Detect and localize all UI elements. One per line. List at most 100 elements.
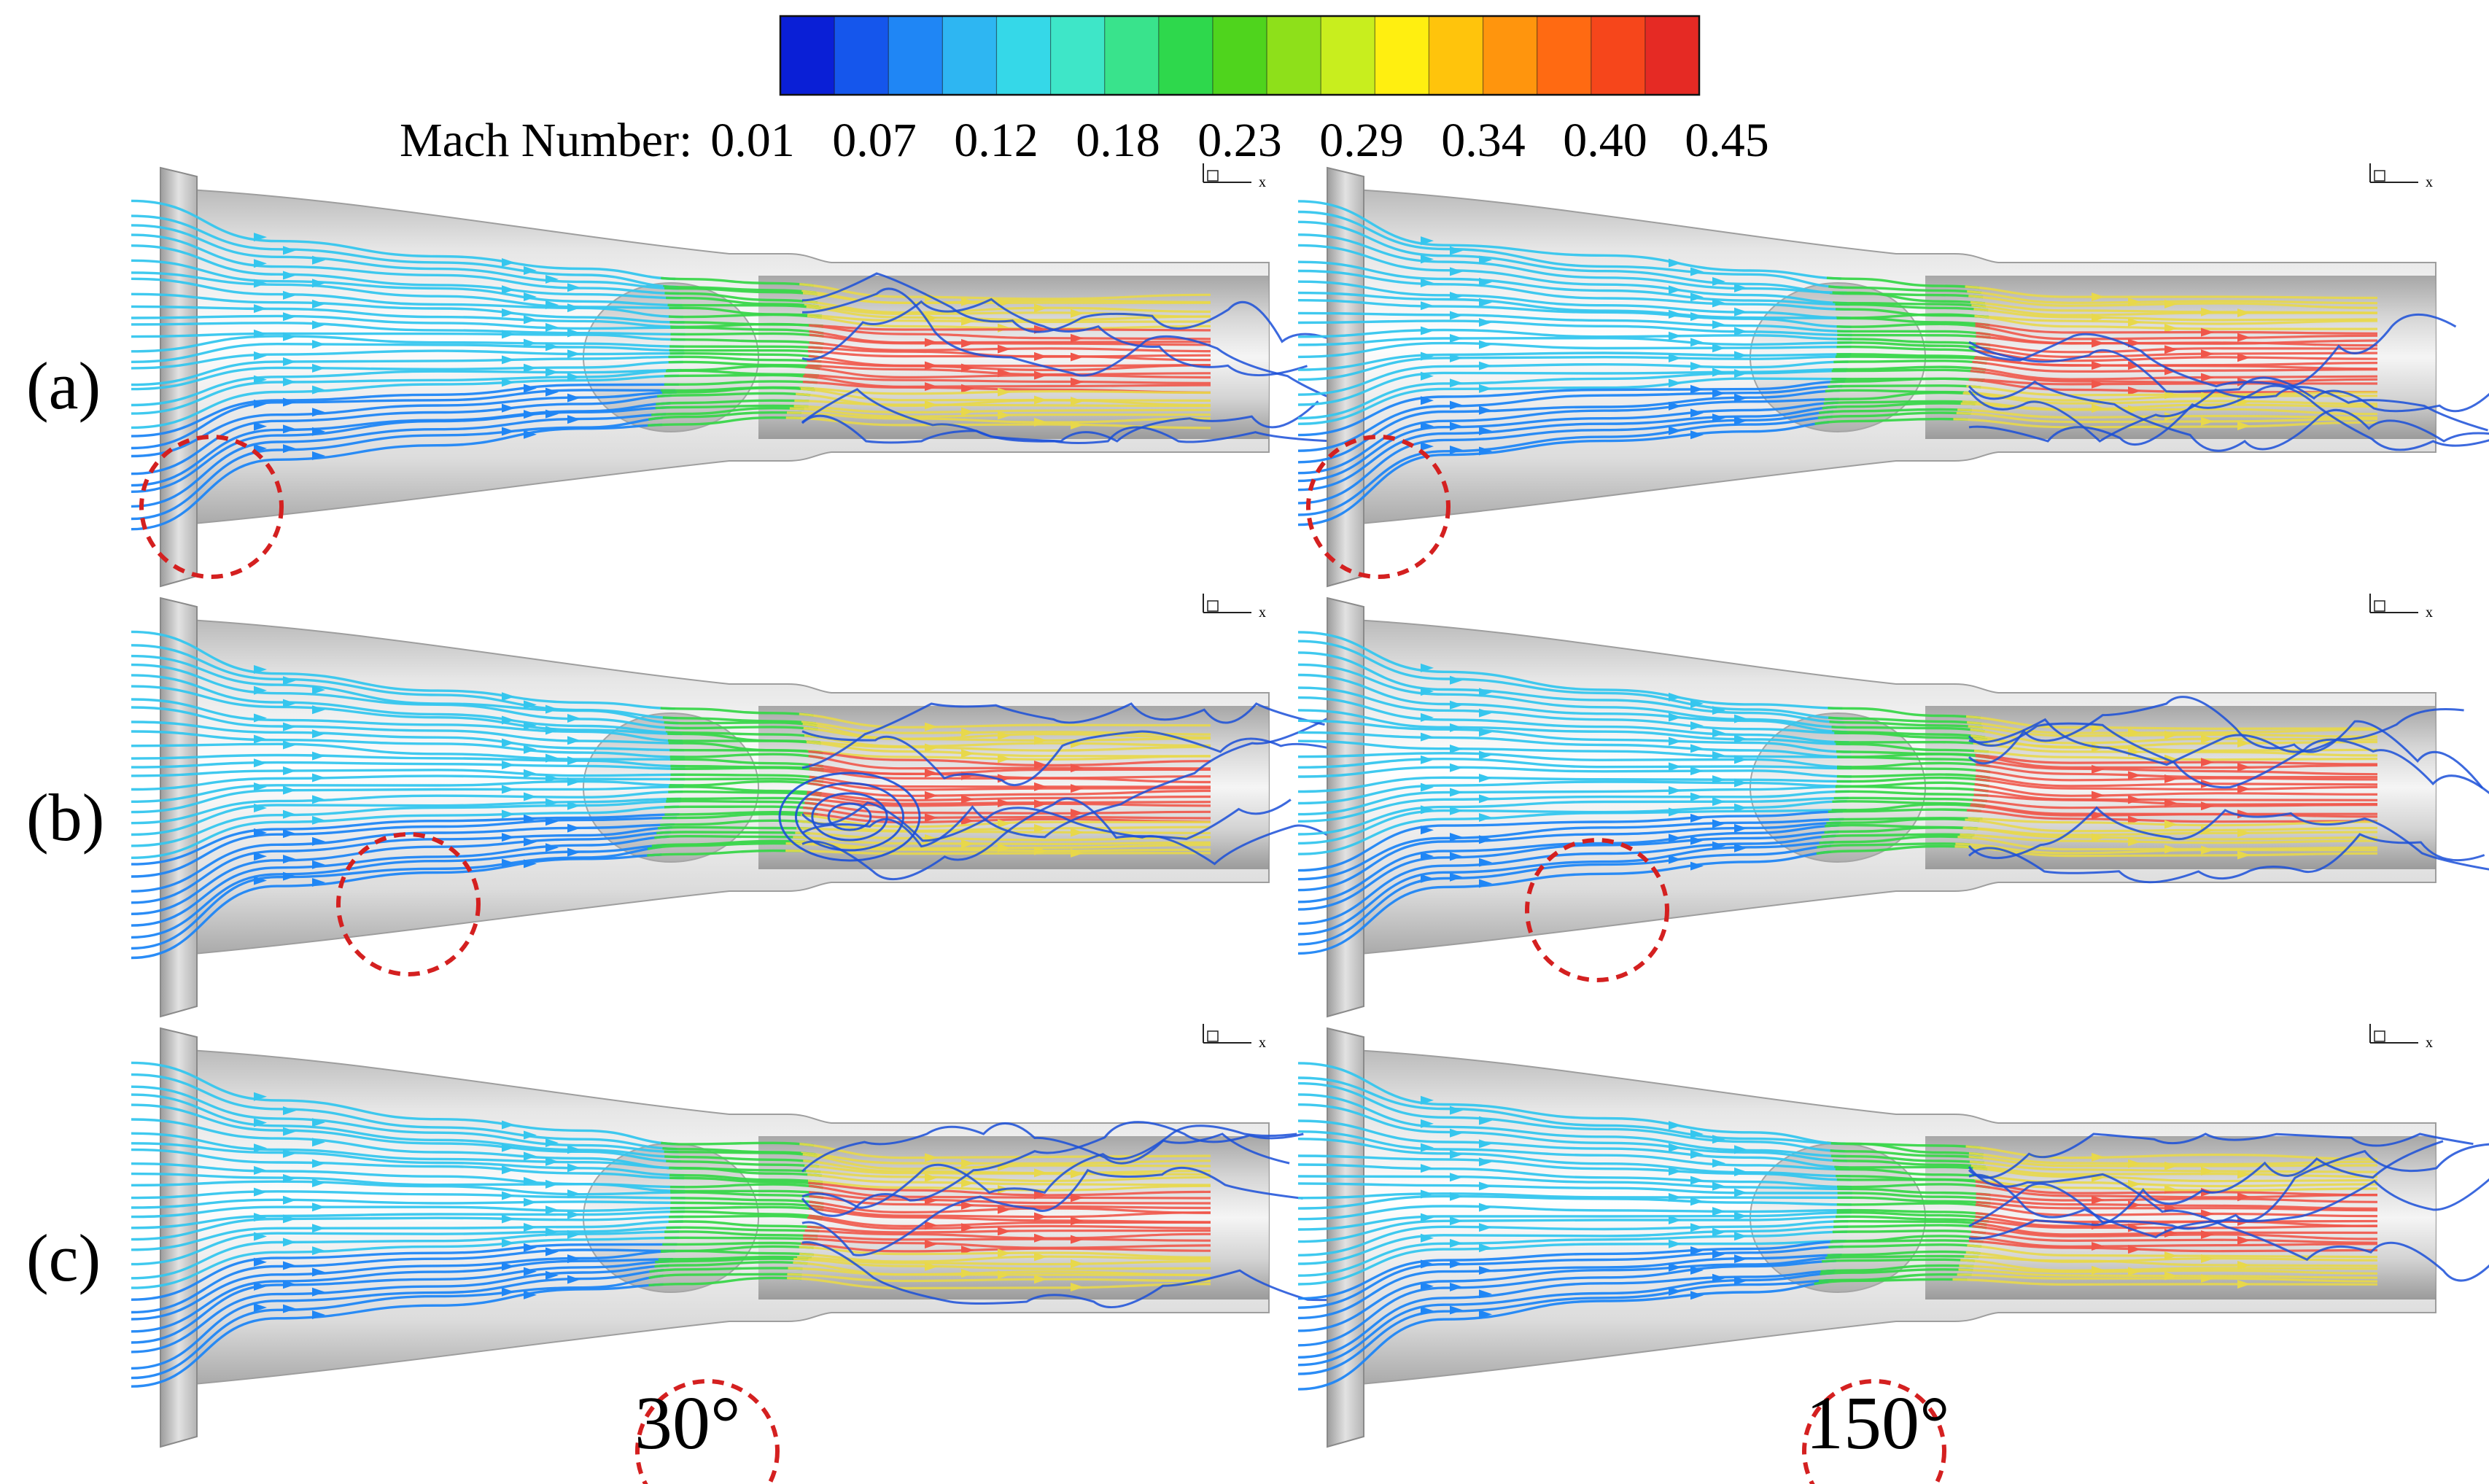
flow-arrow — [1450, 1150, 1463, 1159]
streamline — [131, 1226, 1211, 1266]
flow-arrow — [1479, 1266, 1492, 1275]
streamline — [131, 349, 1211, 370]
flow-arrow — [1479, 255, 1492, 265]
flow-arrow — [524, 315, 537, 325]
flow-arrow — [2128, 771, 2141, 780]
flow-arrow — [1450, 1238, 1463, 1248]
flow-arrow — [1421, 371, 1434, 381]
axis-x-label: x — [1259, 605, 1266, 621]
streamline — [1297, 1264, 2378, 1359]
streamline — [1297, 842, 2378, 946]
flow-arrow — [1712, 797, 1725, 807]
flow-arrow — [1690, 384, 1704, 394]
flow-arrow — [567, 415, 580, 424]
flow-arrow — [312, 795, 325, 804]
flow-arrow — [524, 384, 537, 393]
streamline — [131, 199, 1211, 300]
streamline — [1297, 835, 2378, 936]
flow-arrow — [1421, 1095, 1434, 1105]
flow-arrow — [502, 403, 515, 413]
flow-arrow — [1690, 813, 1704, 823]
colorbar-swatch — [834, 16, 889, 95]
flow-arrow — [1712, 819, 1725, 828]
flow-arrow — [1450, 378, 1463, 388]
flow-arrow — [545, 1205, 559, 1215]
flow-arrow — [567, 283, 580, 292]
flow-arrow — [283, 1106, 296, 1116]
flow-arrow — [502, 1214, 515, 1224]
flow-arrow — [1450, 745, 1463, 754]
flow-arrow — [1034, 1212, 1047, 1221]
flow-arrow — [502, 1165, 515, 1175]
streamline — [131, 1245, 1211, 1314]
streamline — [131, 1142, 1211, 1192]
recirculation-streamline — [1968, 696, 2483, 789]
flow-arrow — [961, 1159, 974, 1168]
flow-arrow — [1669, 834, 1682, 843]
colorbar-tick-label: 0.29 — [1319, 114, 1404, 167]
flow-arrow — [1071, 377, 1084, 386]
flow-arrow — [502, 427, 515, 436]
inlet-flange — [160, 1027, 198, 1448]
flow-arrow — [312, 255, 325, 265]
panel-c-150: x — [1297, 1024, 2489, 1484]
flow-arrow — [254, 304, 267, 314]
flow-arrow — [545, 817, 559, 826]
colorbar-tick-label: 0.23 — [1197, 114, 1282, 167]
flow-arrow — [283, 1304, 296, 1313]
flow-arrow — [312, 815, 325, 825]
flow-arrow — [961, 338, 974, 348]
flow-arrow — [2201, 779, 2214, 788]
streamline — [1297, 817, 2378, 892]
panel-c-30: x — [131, 1024, 1387, 1484]
flow-arrow — [1734, 327, 1747, 336]
flow-arrow — [502, 1120, 515, 1130]
flow-arrow — [254, 804, 267, 813]
flow-arrow — [1669, 331, 1682, 341]
flow-arrow — [502, 1262, 515, 1271]
flow-arrow — [502, 1143, 515, 1152]
flow-arrow — [1734, 1276, 1747, 1286]
flow-arrow — [1690, 744, 1704, 753]
flow-arrow — [1421, 782, 1434, 792]
flow-arrow — [502, 1191, 515, 1200]
flow-arrow — [283, 377, 296, 386]
flow-arrow — [545, 843, 559, 852]
colorbar-swatch — [1375, 16, 1430, 95]
flow-arrow — [1734, 307, 1747, 316]
flow-arrow — [524, 1290, 537, 1300]
flow-arrow — [312, 685, 325, 695]
streamline — [1297, 1268, 2378, 1367]
recirculation-streamline — [1968, 384, 2489, 451]
flow-arrow — [1734, 843, 1747, 852]
recirculation-streamline — [801, 1122, 1290, 1173]
flow-arrow — [283, 740, 296, 750]
flow-arrow — [2237, 421, 2251, 430]
flow-arrow — [283, 855, 296, 864]
flow-arrow — [2128, 1267, 2141, 1276]
flow-arrow — [2092, 833, 2105, 842]
recirculation-streamline — [801, 1121, 1304, 1217]
streamline — [131, 1210, 1211, 1229]
flow-arrow — [1690, 1130, 1704, 1139]
recirculation-streamline — [801, 730, 1348, 787]
streamline — [1297, 391, 2378, 475]
flow-arrow — [1421, 1119, 1434, 1128]
flow-arrow — [1450, 852, 1463, 861]
flow-arrow — [502, 308, 515, 318]
flow-arrow — [567, 1275, 580, 1284]
recirculation-streamline — [801, 1124, 1297, 1209]
angle-label-150: 150° — [1806, 1381, 1950, 1465]
flow-arrow — [2201, 1254, 2214, 1263]
flow-arrow — [283, 397, 296, 407]
streamline — [131, 416, 1211, 531]
recirculation-streamline — [801, 797, 1292, 881]
flow-arrow — [961, 384, 974, 393]
flow-arrow — [1669, 1167, 1682, 1176]
flow-arrow — [1669, 353, 1682, 362]
flow-arrow — [2201, 349, 2214, 359]
flow-arrow — [1712, 729, 1725, 738]
flow-arrow — [1669, 785, 1682, 795]
flow-arrow — [1479, 1310, 1492, 1319]
